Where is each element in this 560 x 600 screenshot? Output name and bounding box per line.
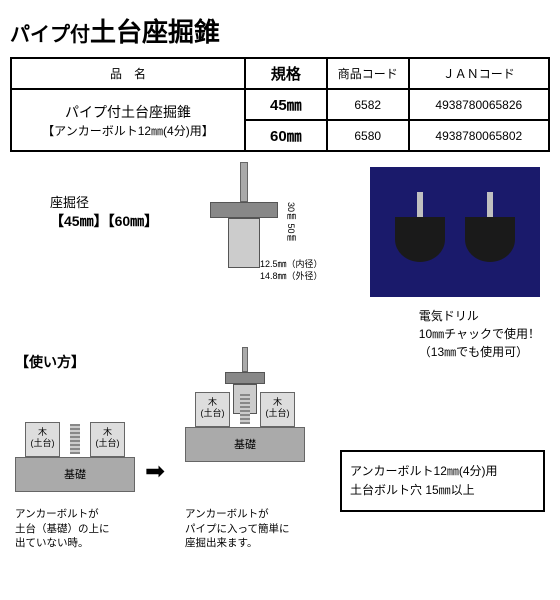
wood-block: 木 (土台) — [25, 422, 60, 457]
bolt-icon — [240, 394, 250, 424]
caption-2: アンカーボルトが パイプに入って簡単に 座掘出来ます。 — [185, 507, 289, 551]
foundation-block: 基礎 — [185, 427, 305, 462]
td-spec: 60㎜ — [245, 120, 327, 151]
td-jan: 4938780065826 — [409, 89, 549, 120]
td-code: 6582 — [327, 89, 409, 120]
diagram-area: 座掘径 【45㎜】【60㎜】 30㎜ 50㎜ 12.5㎜（内径） 14.8㎜（外… — [0, 162, 560, 582]
th-spec: 規格 — [245, 58, 327, 89]
wood-block: 木 (土台) — [195, 392, 230, 427]
arrow-icon: ➡ — [145, 457, 165, 486]
th-code: 商品コード — [327, 58, 409, 89]
bolt-icon — [70, 424, 80, 454]
usage-heading: 【使い方】 — [15, 352, 85, 372]
td-code: 6580 — [327, 120, 409, 151]
foundation-block: 基礎 — [15, 457, 135, 492]
product-photo — [370, 167, 540, 297]
wood-block: 木 (土台) — [260, 392, 295, 427]
caption-1: アンカーボルトが 土台（基礎）の上に 出ていない時。 — [15, 507, 110, 551]
td-jan: 4938780065802 — [409, 120, 549, 151]
page-title: パイプ付土台座掘錐 — [0, 0, 560, 57]
diameter-label: 座掘径 【45㎜】【60㎜】 — [50, 192, 158, 231]
note-box: アンカーボルト12㎜(4分)用 土台ボルト穴 15㎜以上 — [340, 450, 545, 512]
td-name: パイプ付土台座掘錐 【アンカーボルト12㎜(4分)用】 — [11, 89, 245, 151]
th-jan: ＪＡＮコード — [409, 58, 549, 89]
drill-text: 電気ドリル 10㎜チャックで使用！ （13㎜でも使用可） — [419, 307, 540, 361]
wood-block: 木 (土台) — [90, 422, 125, 457]
th-name: 品 名 — [11, 58, 245, 89]
dimension-diagram: 30㎜ 50㎜ 12.5㎜（内径） 14.8㎜（外径） — [180, 162, 320, 292]
spec-table: 品 名 規格 商品コード ＪＡＮコード パイプ付土台座掘錐 【アンカーボルト12… — [10, 57, 550, 152]
td-spec: 45㎜ — [245, 89, 327, 120]
